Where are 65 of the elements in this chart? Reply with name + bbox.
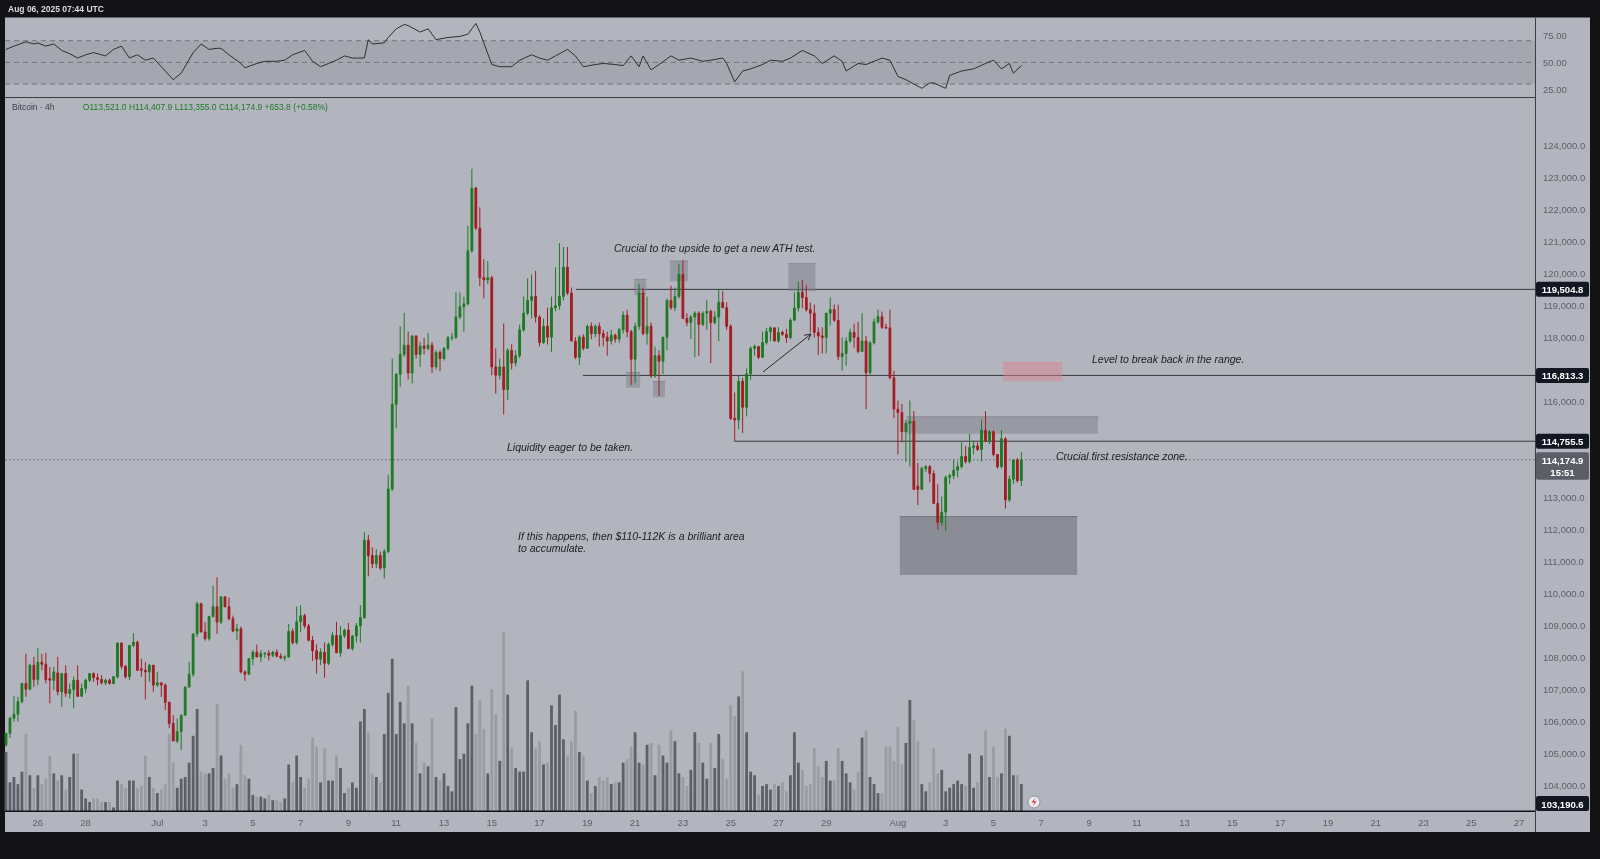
x-tick-label: 17 bbox=[534, 816, 545, 828]
annotation: Crucial to the upside to get a new ATH test. bbox=[614, 242, 816, 254]
x-tick-label: 9 bbox=[345, 816, 352, 828]
y-tick-label: 113,000.0 bbox=[1543, 491, 1585, 503]
annotation: Crucial first resistance zone. bbox=[1056, 450, 1188, 462]
x-tick-label: 26 bbox=[32, 816, 44, 828]
data-label: 116,813.3 bbox=[1541, 369, 1584, 381]
x-tick-label: 3 bbox=[202, 816, 208, 828]
text: Bitcoin · 4h bbox=[12, 102, 55, 112]
y-tick-label: 112,000.0 bbox=[1543, 523, 1585, 535]
x-tick-label: 11 bbox=[391, 816, 402, 828]
x-tick-label: 13 bbox=[1179, 816, 1190, 828]
y-tick-label: 107,000.0 bbox=[1543, 683, 1586, 695]
y-tick-label: 120,000.0 bbox=[1543, 268, 1586, 280]
y-tick-label: 75.00 bbox=[1543, 29, 1567, 41]
annotation: Liquidity eager to be taken. bbox=[507, 441, 634, 453]
data-label: 114,755.5 bbox=[1541, 435, 1585, 447]
ref-line-label: 114,174.9 15:51 bbox=[1541, 454, 1584, 478]
data-label: 119,504.8 bbox=[1541, 283, 1584, 295]
x-tick-label: 5 bbox=[250, 816, 256, 828]
ref-line-label: 103,190.6 bbox=[1541, 798, 1584, 809]
x-tick-label: 29 bbox=[820, 816, 832, 828]
x-tick-label: 25 bbox=[725, 816, 736, 828]
y-tick-label: 121,000.0 bbox=[1543, 236, 1586, 248]
y-tick-label: 110,000.0 bbox=[1543, 587, 1585, 599]
annotation: O113,521.0 H114,407.9 L113,355.0 C114,174.9 +653.8 (+0.58%) bbox=[82, 102, 329, 112]
x-tick-label: 28 bbox=[80, 816, 91, 828]
x-tick-label: 5 bbox=[990, 816, 997, 828]
y-tick-label: 111,000.0 bbox=[1543, 555, 1584, 567]
x-tick-label: Jul bbox=[151, 816, 164, 828]
y-tick-label: 25.00 bbox=[1543, 83, 1567, 95]
x-tick-label: 25 bbox=[1466, 816, 1477, 828]
x-tick-label: Aug bbox=[889, 816, 907, 828]
x-tick-label: 15 bbox=[486, 816, 498, 828]
x-tick-label: 23 bbox=[677, 816, 689, 828]
x-tick-label: 23 bbox=[1418, 816, 1429, 828]
y-tick-label: 108,000.0 bbox=[1543, 651, 1586, 663]
x-tick-label: 21 bbox=[629, 816, 641, 828]
y-tick-label: 105,000.0 bbox=[1543, 747, 1586, 759]
x-tick-label: 15 bbox=[1227, 816, 1238, 828]
x-tick-label: 27 bbox=[1513, 816, 1525, 828]
x-tick-label: 7 bbox=[1038, 816, 1044, 828]
y-tick-label: 118,000.0 bbox=[1543, 331, 1585, 343]
x-tick-label: 19 bbox=[1322, 816, 1334, 828]
annotation: Level to break back in the range. bbox=[1092, 353, 1245, 365]
x-tick-label: 11 bbox=[1131, 816, 1142, 828]
x-tick-label: 17 bbox=[1274, 816, 1286, 828]
y-tick-label: 124,000.0 bbox=[1543, 140, 1586, 152]
y-tick-label: 116,000.0 bbox=[1543, 395, 1585, 407]
x-tick-label: 19 bbox=[582, 816, 593, 828]
x-tick-label: 7 bbox=[298, 816, 304, 828]
chart-title: Aug 06, 2025 07:44 UTC bbox=[8, 4, 104, 14]
y-tick-label: 123,000.0 bbox=[1543, 172, 1586, 184]
y-tick-label: 119,000.0 bbox=[1543, 300, 1585, 312]
x-tick-label: 27 bbox=[773, 816, 784, 828]
x-tick-label: 21 bbox=[1370, 816, 1382, 828]
x-tick-label: 3 bbox=[943, 816, 949, 828]
y-tick-label: 106,000.0 bbox=[1543, 715, 1586, 727]
y-tick-label: 109,000.0 bbox=[1543, 619, 1586, 631]
x-tick-label: 13 bbox=[438, 816, 450, 828]
x-tick-label: 9 bbox=[1086, 816, 1092, 828]
annotation: If this happens, then $110-112K is a brilliant area to accumulate. bbox=[518, 530, 745, 554]
y-tick-label: 104,000.0 bbox=[1543, 779, 1586, 791]
y-tick-label: 50.00 bbox=[1543, 56, 1567, 68]
y-tick-label: 122,000.0 bbox=[1543, 204, 1586, 216]
